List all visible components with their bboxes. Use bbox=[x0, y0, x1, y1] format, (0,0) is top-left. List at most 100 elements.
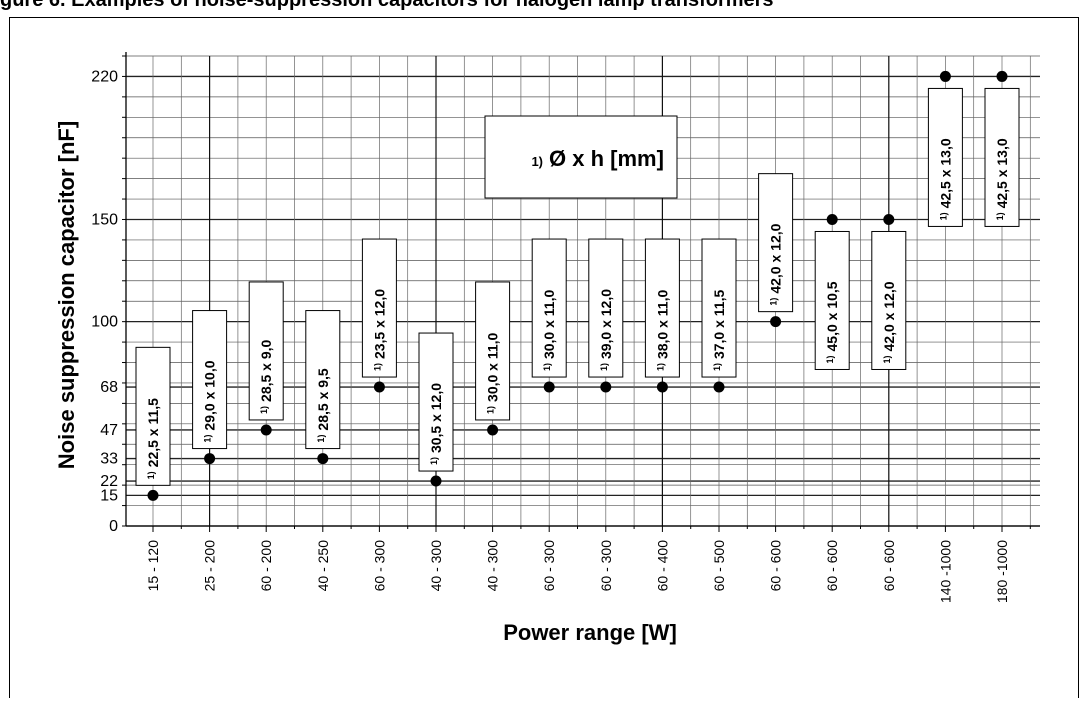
dimension-label-superscript: 1) bbox=[655, 363, 665, 371]
x-axis-title: Power range [W] bbox=[503, 620, 677, 645]
dimension-label: 1) 23,5 x 12,0 bbox=[361, 238, 397, 378]
data-point bbox=[487, 424, 499, 436]
dimension-label-text: 42,0 x 12,0 bbox=[768, 223, 784, 293]
chart-axes bbox=[122, 52, 1040, 532]
data-point bbox=[826, 213, 838, 225]
dimension-label-superscript: 1) bbox=[825, 355, 835, 363]
legend-text: Ø x h [mm] bbox=[549, 146, 664, 171]
x-tick-label: 60 - 300 bbox=[598, 540, 614, 592]
dimension-label-superscript: 1) bbox=[995, 212, 1005, 220]
dimension-label: 1) 30,0 x 11,0 bbox=[475, 281, 511, 421]
dimension-label-text: 22,5 x 11,5 bbox=[145, 398, 161, 468]
data-point bbox=[147, 489, 159, 501]
data-point bbox=[373, 381, 385, 393]
y-tick-label: 150 bbox=[91, 211, 118, 228]
dimension-label-superscript: 1) bbox=[599, 363, 609, 371]
data-point bbox=[260, 424, 272, 436]
dimension-label-superscript: 1) bbox=[486, 406, 496, 414]
dimension-annotations: 1)22,5 x 11,5 1)29,0 x 10,0 1)28,5 x 9,01)… bbox=[135, 87, 1020, 486]
dimension-label-box bbox=[758, 173, 794, 313]
data-point bbox=[939, 70, 951, 82]
dimension-label-box bbox=[135, 346, 171, 486]
x-tick-label: 60 - 600 bbox=[881, 540, 897, 592]
x-tick-label: 40 - 300 bbox=[428, 540, 444, 592]
data-point bbox=[204, 453, 216, 465]
dimension-label-superscript: 1) bbox=[372, 363, 382, 371]
dimension-label-text: 30,0 x 11,0 bbox=[541, 290, 557, 360]
dimension-label-box bbox=[305, 310, 341, 450]
dimension-label-box bbox=[361, 238, 397, 378]
dimension-label-text: 28,5 x 9,0 bbox=[258, 339, 274, 401]
data-point bbox=[317, 453, 329, 465]
data-point bbox=[883, 213, 895, 225]
y-axis-title: Noise suppression capacitor [nF] bbox=[54, 121, 79, 469]
dimension-label: 1) 22,5 x 11,5 bbox=[135, 346, 171, 486]
page-title: gure 6. Examples of noise-suppression ca… bbox=[0, 0, 774, 11]
dimension-label-box bbox=[588, 238, 624, 378]
x-tick-label: 60 - 300 bbox=[541, 540, 557, 592]
dimension-label-text: 37,0 x 11,5 bbox=[711, 290, 727, 360]
dimension-label-text: 42,0 x 12,0 bbox=[881, 281, 897, 351]
dimension-label-superscript: 1) bbox=[316, 435, 326, 443]
data-point bbox=[713, 381, 725, 393]
dimension-label-box bbox=[192, 310, 228, 450]
x-tick-label: 60 - 400 bbox=[654, 540, 670, 592]
dimension-label-superscript: 1) bbox=[712, 363, 722, 371]
y-tick-label: 0 bbox=[109, 518, 118, 535]
dimension-label-text: 30,5 x 12,0 bbox=[428, 383, 444, 453]
data-point bbox=[770, 316, 782, 328]
dimension-label: 1) 28,5 x 9,5 bbox=[305, 310, 341, 450]
y-tick-label: 47 bbox=[100, 422, 118, 439]
dimension-label-superscript: 1) bbox=[938, 212, 948, 220]
legend-box: 1) Ø x h [mm] bbox=[484, 115, 678, 199]
dimension-label: 1) 42,5 x 13,0 bbox=[984, 87, 1020, 227]
dimension-label: 1) 45,0 x 10,5 bbox=[814, 230, 850, 370]
data-point bbox=[600, 381, 612, 393]
dimension-label-superscript: 1) bbox=[882, 355, 892, 363]
x-tick-label: 60 - 500 bbox=[711, 540, 727, 592]
dimension-label: 1) 29,0 x 10,0 bbox=[192, 310, 228, 450]
x-tick-label: 25 - 200 bbox=[202, 540, 218, 592]
dimension-label-text: 30,0 x 11,0 bbox=[485, 332, 501, 402]
y-tick-label: 15 bbox=[100, 487, 118, 504]
dimension-label-superscript: 1) bbox=[259, 406, 269, 414]
dimension-label-text: 23,5 x 12,0 bbox=[371, 289, 387, 359]
y-tick-label: 22 bbox=[100, 473, 118, 490]
data-point bbox=[996, 70, 1008, 82]
y-tick-label: 220 bbox=[91, 68, 118, 85]
x-tick-label: 180 -1000 bbox=[994, 540, 1010, 603]
x-tick-label: 60 - 200 bbox=[258, 540, 274, 592]
dimension-label-text: 39,0 x 12,0 bbox=[598, 289, 614, 359]
data-points bbox=[147, 70, 1008, 501]
y-tick-label: 68 bbox=[100, 379, 118, 396]
x-tick-label: 60 - 600 bbox=[768, 540, 784, 592]
dimension-label-box bbox=[644, 238, 680, 378]
dimension-label: 1) 42,5 x 13,0 bbox=[927, 87, 963, 227]
dimension-label-box bbox=[531, 238, 567, 378]
x-tick-labels: 15 - 120 25 - 200 60 - 200 40 - 250 60 - 300… bbox=[145, 540, 1010, 603]
dimension-label-box bbox=[418, 332, 454, 472]
y-tick-label: 33 bbox=[100, 451, 118, 468]
x-tick-label: 60 - 300 bbox=[371, 540, 387, 592]
dimension-label-box bbox=[927, 87, 963, 227]
dimension-label: 1) 39,0 x 12,0 bbox=[588, 238, 624, 378]
dimension-label-box bbox=[248, 281, 284, 421]
legend-superscript: 1) bbox=[531, 154, 543, 169]
dimension-label-superscript: 1) bbox=[146, 471, 156, 479]
dimension-label-box bbox=[475, 281, 511, 421]
dimension-label: 1) 37,0 x 11,5 bbox=[701, 238, 737, 378]
x-tick-label: 140 -1000 bbox=[937, 540, 953, 603]
dimension-label: 1) 42,0 x 12,0 bbox=[871, 230, 907, 370]
data-point bbox=[656, 381, 668, 393]
dimension-label-text: 45,0 x 10,5 bbox=[824, 281, 840, 351]
dimension-label-text: 38,0 x 11,0 bbox=[654, 290, 670, 360]
dimension-label: 1) 30,0 x 11,0 bbox=[531, 238, 567, 378]
dimension-label-superscript: 1) bbox=[542, 363, 552, 371]
dimension-label-text: 28,5 x 9,5 bbox=[315, 368, 331, 430]
x-tick-label: 40 - 300 bbox=[485, 540, 501, 592]
data-point bbox=[430, 475, 442, 487]
dimension-label-superscript: 1) bbox=[429, 457, 439, 465]
dimension-label-text: 29,0 x 10,0 bbox=[202, 360, 218, 430]
